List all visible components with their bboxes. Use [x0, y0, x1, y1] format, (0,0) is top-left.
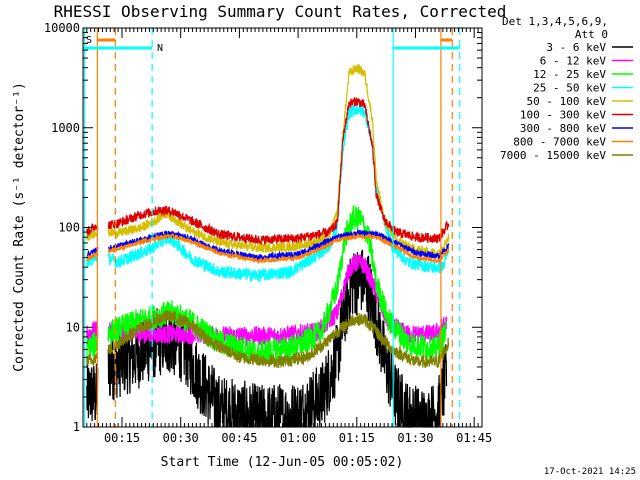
y-tick-label: 10 [66, 320, 80, 334]
y-tick-label: 100 [58, 221, 80, 235]
y-axis-label: Corrected Count Rate (s⁻¹ detector⁻¹) [12, 82, 27, 372]
x-tick-label: 01:30 [397, 431, 433, 445]
legend-label: 12 - 25 keV [533, 68, 606, 81]
timestamp: 17-Oct-2021 14:25 [544, 467, 636, 477]
legend-label: 7000 - 15000 keV [500, 149, 606, 162]
legend-label: 25 - 50 keV [533, 82, 606, 95]
series-line-3 [86, 103, 450, 283]
y-tick-label: 1 [73, 420, 80, 434]
x-tick-label: 00:15 [104, 431, 140, 445]
marker-layer: SN [83, 28, 461, 427]
series-line-7 [86, 232, 450, 264]
x-tick-label: 01:45 [456, 431, 492, 445]
x-tick-label: 00:30 [163, 431, 199, 445]
chart-title: RHESSI Observing Summary Count Rates, Co… [54, 2, 507, 21]
legend-label: 800 - 7000 keV [513, 136, 606, 149]
x-axis-label: Start Time (12-Jun-05 00:05:02) [161, 455, 404, 470]
legend-label: 50 - 100 keV [527, 95, 607, 108]
legend-label: 300 - 800 keV [520, 122, 606, 135]
legend-label: 100 - 300 keV [520, 109, 606, 122]
axis-layer: 1 10 100 1000 10000 00:15 00:30 00:45 01:00 01:15… [44, 21, 492, 445]
legend-header-detectors: Det 1,3,4,5,6,9, [502, 15, 608, 28]
x-tick-label: 00:45 [221, 431, 257, 445]
legend-label: 3 - 6 keV [546, 41, 606, 54]
x-tick-label: 01:15 [339, 431, 375, 445]
y-tick-label: 1000 [51, 121, 80, 135]
y-tick-label: 10000 [44, 21, 80, 35]
series-line-2 [86, 205, 448, 365]
series-line-5 [86, 97, 450, 246]
series-layer [86, 63, 450, 428]
legend-header-attenuator: Att 0 [575, 28, 608, 41]
series-line-8 [86, 310, 450, 369]
night-marker-label: N [157, 43, 163, 54]
saa-marker-label: S [86, 35, 92, 46]
legend-label: 6 - 12 keV [540, 55, 607, 68]
x-tick-label: 01:00 [280, 431, 316, 445]
